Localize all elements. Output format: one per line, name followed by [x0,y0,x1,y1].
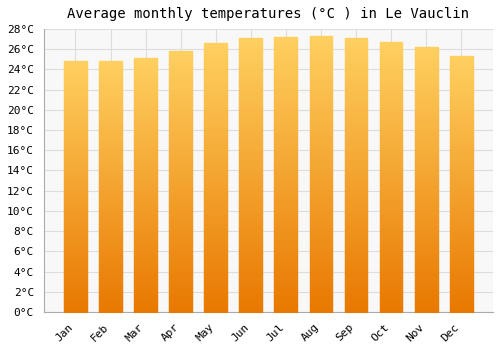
Title: Average monthly temperatures (°C ) in Le Vauclin: Average monthly temperatures (°C ) in Le… [68,7,469,21]
